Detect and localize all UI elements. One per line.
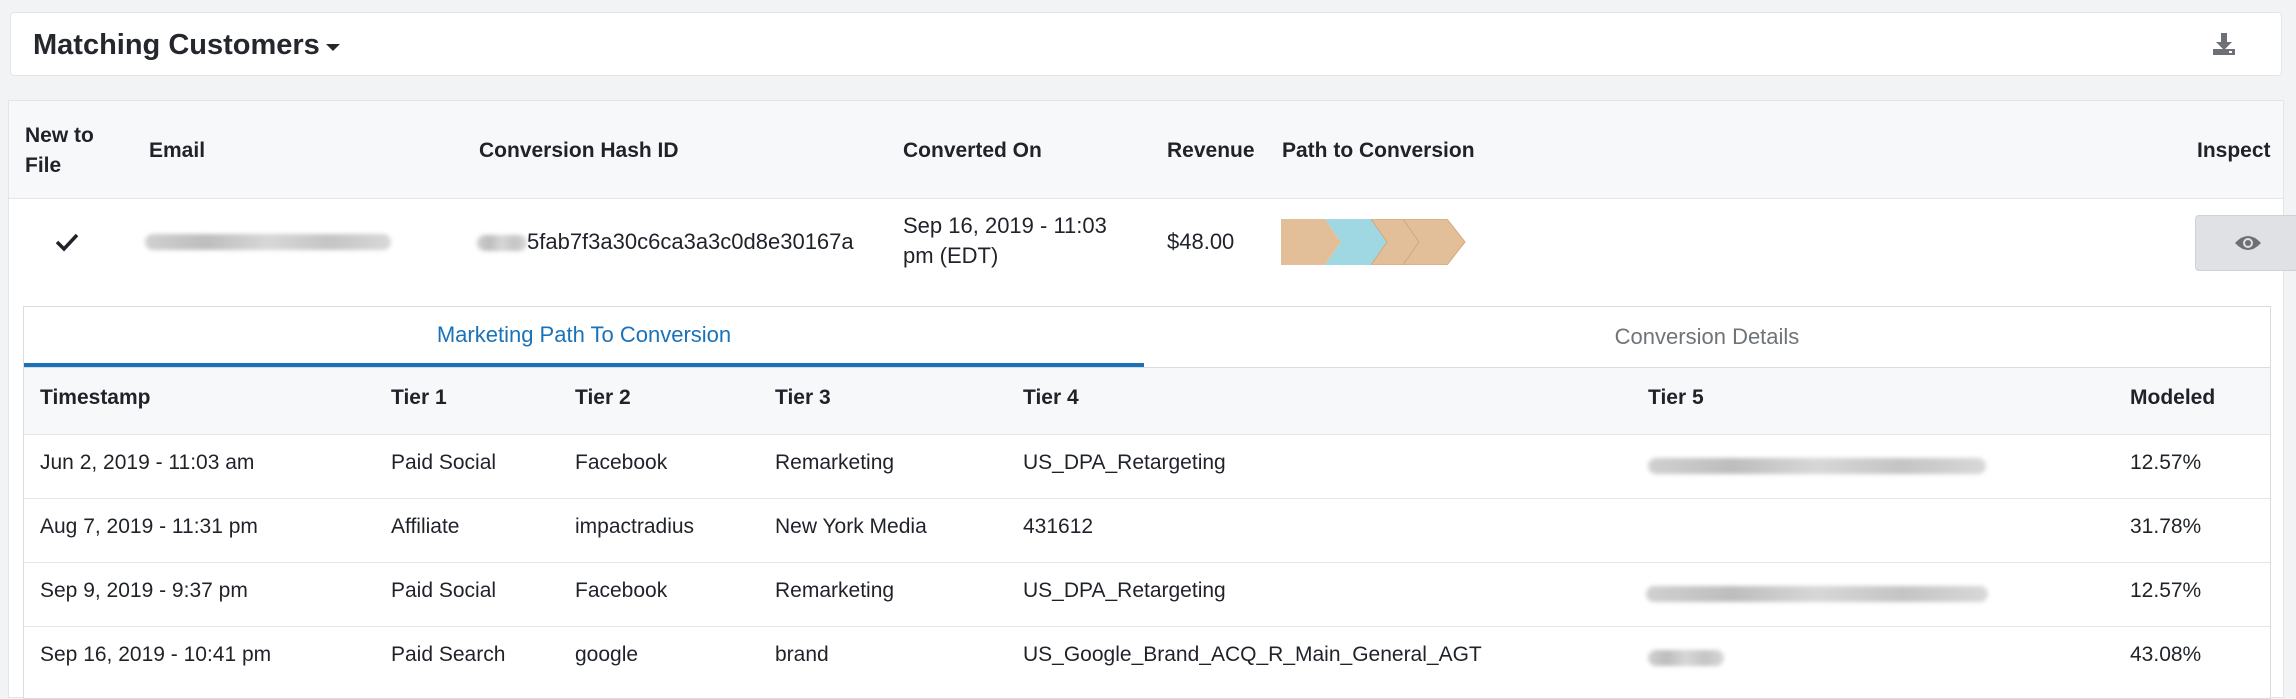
table-row[interactable]: 5fab7f3a30c6ca3a3c0d8e30167a Sep 16, 201…: [9, 198, 2283, 306]
path-detail-panel: Marketing Path To Conversion Conversion …: [23, 306, 2271, 699]
row-timestamp: Sep 16, 2019 - 10:41 pm: [40, 643, 272, 666]
col-timestamp: Timestamp: [40, 386, 151, 409]
row-tier4: US_DPA_Retargeting: [1023, 579, 1226, 602]
path-row: Jun 2, 2019 - 11:03 am Paid Social Faceb…: [24, 434, 2270, 499]
path-table-header: Timestamp Tier 1 Tier 2 Tier 3 Tier 4 Ti…: [24, 368, 2270, 435]
eye-icon: [2235, 236, 2261, 250]
row-tier4: US_DPA_Retargeting: [1023, 451, 1226, 474]
view-selector-dropdown[interactable]: Matching Customers: [33, 29, 340, 62]
path-row: Sep 16, 2019 - 10:41 pm Paid Search goog…: [24, 626, 2270, 690]
row-tier2: google: [575, 643, 639, 666]
download-icon: [2213, 33, 2235, 55]
path-to-conversion-chevrons[interactable]: [1281, 219, 1467, 265]
tier5-redacted: [1646, 586, 1988, 602]
col-modeled: Modeled: [2130, 386, 2216, 409]
row-tier1: Paid Social: [391, 579, 497, 602]
caret-down-icon: [325, 44, 340, 51]
col-email: Email: [149, 139, 206, 162]
converted-on-line1: Sep 16, 2019 - 11:03: [903, 213, 1107, 238]
path-row: Aug 7, 2019 - 11:31 pm Affiliate impactr…: [24, 498, 2270, 563]
row-tier1: Affiliate: [391, 515, 460, 538]
converted-on-line2: pm (EDT): [903, 243, 999, 268]
row-tier3: brand: [775, 643, 829, 666]
customers-table: New to File Email Conversion Hash ID Con…: [8, 100, 2296, 699]
table-header: New to File Email Conversion Hash ID Con…: [9, 101, 2283, 199]
row-tier4: US_Google_Brand_ACQ_R_Main_General_AGT: [1023, 643, 1482, 666]
path-row: Sep 9, 2019 - 9:37 pm Paid Social Facebo…: [24, 562, 2270, 627]
row-tier2: Facebook: [575, 579, 668, 602]
inspect-button[interactable]: [2195, 215, 2296, 271]
email-redacted: [145, 234, 391, 250]
detail-tabs: Marketing Path To Conversion Conversion …: [24, 307, 2270, 368]
col-inspect: Inspect: [2197, 139, 2271, 162]
col-new-to-file: New to File: [25, 124, 94, 177]
revenue-value: $48.00: [1167, 229, 1235, 254]
check-icon: [55, 233, 79, 252]
col-tier3: Tier 3: [775, 386, 831, 409]
col-revenue: Revenue: [1167, 139, 1255, 162]
row-modeled: 12.57%: [2130, 451, 2202, 474]
col-tier5: Tier 5: [1648, 386, 1704, 409]
col-path: Path to Conversion: [1282, 139, 1475, 162]
row-timestamp: Sep 9, 2019 - 9:37 pm: [40, 579, 248, 602]
col-converted-on: Converted On: [903, 139, 1042, 162]
row-tier3: Remarketing: [775, 451, 895, 474]
row-tier2: Facebook: [575, 451, 668, 474]
col-tier2: Tier 2: [575, 386, 631, 409]
col-tier1: Tier 1: [391, 386, 447, 409]
col-tier4: Tier 4: [1023, 386, 1079, 409]
col-hash-id: Conversion Hash ID: [479, 139, 679, 162]
row-modeled: 31.78%: [2130, 515, 2202, 538]
row-modeled: 12.57%: [2130, 579, 2202, 602]
hash-id-value: 5fab7f3a30c6ca3a3c0d8e30167a: [527, 229, 854, 254]
row-timestamp: Jun 2, 2019 - 11:03 am: [40, 451, 255, 474]
tier5-redacted: [1648, 650, 1724, 666]
row-tier1: Paid Search: [391, 643, 506, 666]
tab-conversion-details[interactable]: Conversion Details: [1614, 324, 1800, 349]
row-tier1: Paid Social: [391, 451, 497, 474]
row-tier4: 431612: [1023, 515, 1094, 538]
tier5-redacted: [1648, 458, 1986, 474]
tab-marketing-path[interactable]: Marketing Path To Conversion: [24, 307, 1144, 367]
row-tier3: Remarketing: [775, 579, 895, 602]
download-button[interactable]: [2209, 29, 2239, 59]
row-tier3: New York Media: [775, 515, 927, 538]
row-tier2: impactradius: [575, 515, 695, 538]
page-title: Matching Customers: [33, 29, 320, 61]
row-modeled: 43.08%: [2130, 643, 2202, 666]
hash-redacted: [477, 235, 527, 251]
row-timestamp: Aug 7, 2019 - 11:31 pm: [40, 515, 258, 538]
header-bar: Matching Customers: [10, 12, 2282, 76]
